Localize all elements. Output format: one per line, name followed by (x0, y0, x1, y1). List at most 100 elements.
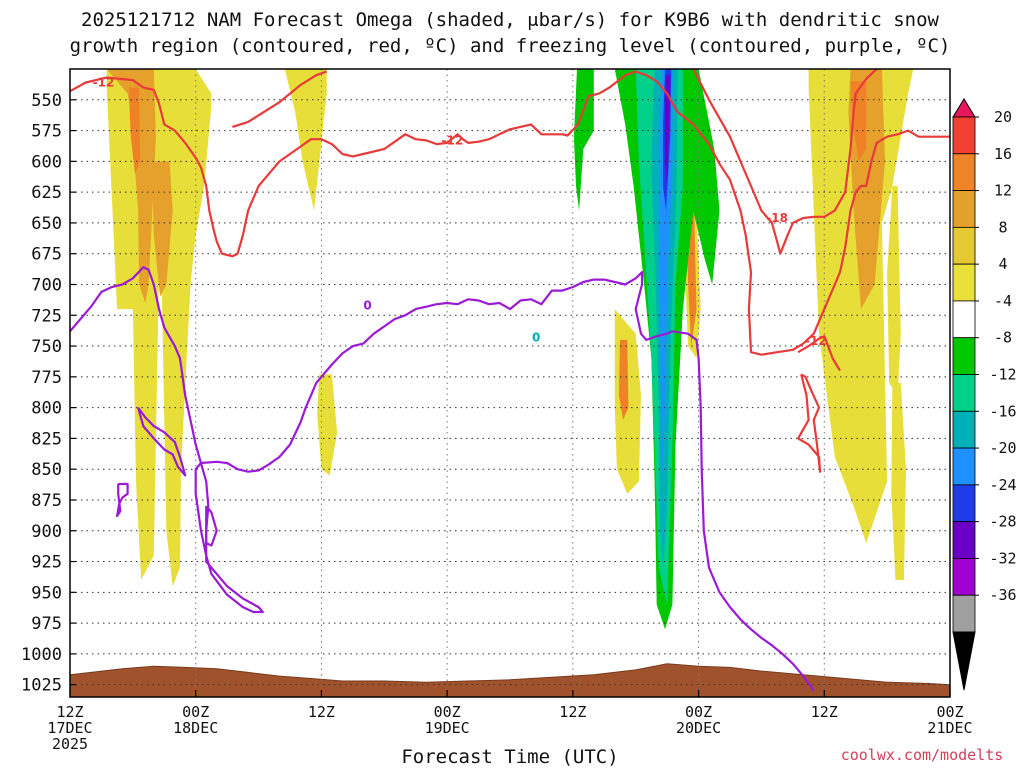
x-tick-label-60-line2: 20DEC (676, 719, 721, 737)
contour-label-4: -18 (766, 211, 788, 225)
contour-line-8 (205, 505, 218, 547)
y-tick-label-950: 950 (31, 583, 62, 603)
chart-title-line-1: 2025121712 NAM Forecast Omega (shaded, μ… (81, 9, 939, 31)
omega-region-band-green-west (573, 69, 594, 211)
colorbar-segment-1 (952, 116, 976, 155)
colorbar-label-9: -20 (989, 439, 1016, 457)
x-tick-label-0-line3: 2025 (52, 735, 88, 753)
contour-line-6 (137, 406, 187, 477)
y-tick-label-575: 575 (31, 122, 62, 142)
y-tick-label-725: 725 (31, 306, 62, 326)
colorbar-label-5: -4 (994, 292, 1012, 310)
colorbar-top-arrow (952, 98, 976, 118)
y-axis-ticks: 550 575 600 625 650 675 700 725 750 775 800 825 850 8… (21, 91, 76, 696)
omega-region-band-20z-orange (151, 161, 173, 297)
omega-region-band-6z-orange (619, 339, 629, 420)
contour-line-0 (70, 70, 950, 356)
colorbar-label-10: -24 (989, 476, 1016, 494)
y-tick-label-975: 975 (31, 614, 62, 634)
colorbar-label-12: -32 (989, 549, 1016, 567)
colorbar-label-8: -16 (989, 402, 1016, 420)
contour-line-5 (70, 266, 815, 692)
colorbar-label-4: 4 (998, 255, 1007, 273)
colorbar-segment-13 (952, 558, 976, 596)
contour-label-text: -18 (766, 211, 788, 225)
omega-region-band-blue-main (658, 69, 673, 482)
x-tick-label-36-line1: 00Z (434, 703, 461, 721)
contour-line-7 (115, 482, 129, 518)
colorbar-label-11: -28 (989, 513, 1016, 531)
y-tick-label-850: 850 (31, 460, 62, 480)
colorbar-segment-8 (952, 374, 976, 412)
colorbar-bottom-arrow (952, 631, 976, 691)
omega-region-band-18z-blob-yellow (317, 374, 338, 476)
terrain-layer (70, 663, 950, 697)
colorbar-segment-11 (952, 484, 976, 523)
y-tick-label-875: 875 (31, 491, 62, 511)
omega-region-band-purple-main (665, 75, 671, 186)
contour-line-1 (232, 70, 328, 128)
y-tick-label-650: 650 (31, 214, 62, 234)
chart-title-line-2: growth region (contoured, red, ºC) and f… (70, 35, 951, 57)
colorbar-label-3: 8 (998, 218, 1007, 236)
contour-label-2: 0 (363, 298, 371, 312)
contour-label-0: -12 (93, 76, 115, 90)
x-tick-label-0-line2: 17DEC (47, 719, 92, 737)
colorbar-label-6: -8 (994, 329, 1012, 347)
contour-line-3 (797, 335, 841, 372)
contour-label-text: -12 (805, 334, 827, 348)
contour-line-2 (692, 69, 878, 255)
omega-region-band-18z-top-yellow (127, 69, 212, 587)
omega-region-band-18z-deep-orange (128, 87, 141, 174)
contour-label-5: -12 (805, 334, 827, 348)
y-tick-label-600: 600 (31, 152, 62, 172)
contour-layer (70, 69, 950, 692)
x-tick-label-84-line2: 21DEC (927, 719, 972, 737)
omega-region-band-18z-orange (106, 69, 156, 303)
omega-region-band-18z-east-lower (891, 383, 906, 580)
omega-region-band-18z-small-yellow (284, 69, 327, 211)
contour-label-text: 0 (363, 298, 371, 312)
colorbar: 20 16 12 8 4 -4 -8 -12 -16 -20 -24 -28 -32 -36 (952, 98, 1017, 691)
colorbar-segment-6 (952, 300, 976, 339)
contour-label-text: -12 (93, 76, 115, 90)
colorbar-segment-3 (952, 190, 976, 228)
colorbar-segment-14 (952, 594, 976, 633)
contour-labels: -12 -12 0 0 -18 -12 (93, 76, 827, 349)
x-tick-label-12-line2: 18DEC (173, 719, 218, 737)
y-tick-label-750: 750 (31, 337, 62, 357)
colorbar-label-1: 16 (994, 145, 1012, 163)
contour-label-text: 0 (532, 330, 540, 344)
y-tick-label-700: 700 (31, 275, 62, 295)
y-tick-label-800: 800 (31, 399, 62, 419)
y-tick-label-1025: 1025 (21, 676, 62, 696)
y-tick-label-925: 925 (31, 553, 62, 573)
y-tick-label-625: 625 (31, 183, 62, 203)
y-tick-label-775: 775 (31, 368, 62, 388)
y-tick-label-675: 675 (31, 245, 62, 265)
x-tick-label-24-line1: 12Z (308, 703, 335, 721)
plot-frame (69, 68, 951, 698)
x-axis-label: Forecast Time (UTC) (401, 746, 618, 768)
colorbar-label-0: 20 (994, 108, 1012, 126)
colorbar-segment-9 (952, 410, 976, 449)
colorbar-label-13: -36 (989, 586, 1016, 604)
y-tick-label-1000: 1000 (21, 645, 62, 665)
x-tick-label-36-line2: 19DEC (425, 719, 470, 737)
x-tick-label-84-line1: 00Z (936, 703, 963, 721)
terrain-fill (70, 663, 950, 697)
colorbar-segment-12 (952, 521, 976, 559)
x-tick-label-0-line1: 12Z (56, 703, 83, 721)
colorbar-segment-4 (952, 226, 976, 265)
y-tick-label-550: 550 (31, 91, 62, 111)
omega-shading-layer (106, 69, 914, 630)
x-tick-label-72-line1: 12Z (811, 703, 838, 721)
y-tick-label-900: 900 (31, 522, 62, 542)
y-tick-label-825: 825 (31, 429, 62, 449)
colorbar-segment-2 (952, 153, 976, 191)
colorbar-segment-10 (952, 447, 976, 486)
x-tick-label-60-line1: 00Z (685, 703, 712, 721)
contour-label-1: -12 (442, 133, 464, 147)
